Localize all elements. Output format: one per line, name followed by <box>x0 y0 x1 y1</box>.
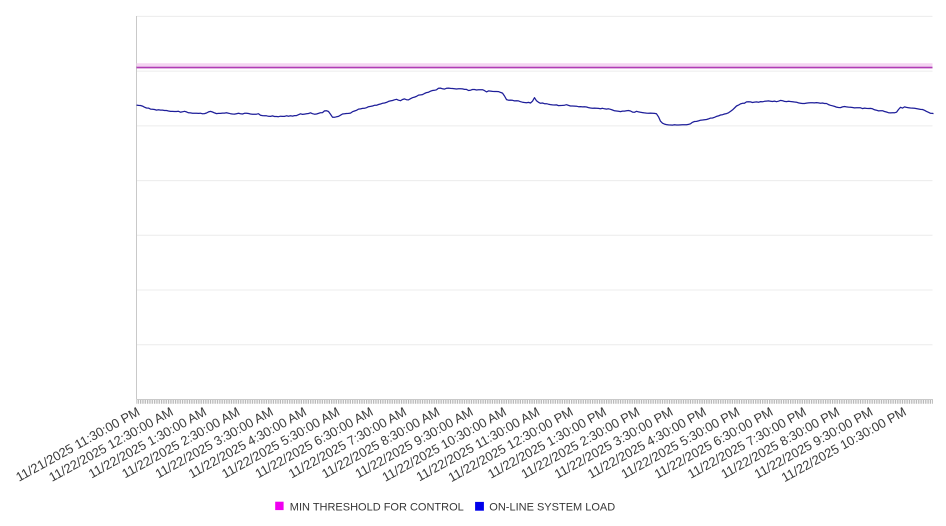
svg-text:ON-LINE SYSTEM LOAD: ON-LINE SYSTEM LOAD <box>489 502 615 514</box>
svg-text:MIN THRESHOLD FOR CONTROL: MIN THRESHOLD FOR CONTROL <box>290 502 464 514</box>
